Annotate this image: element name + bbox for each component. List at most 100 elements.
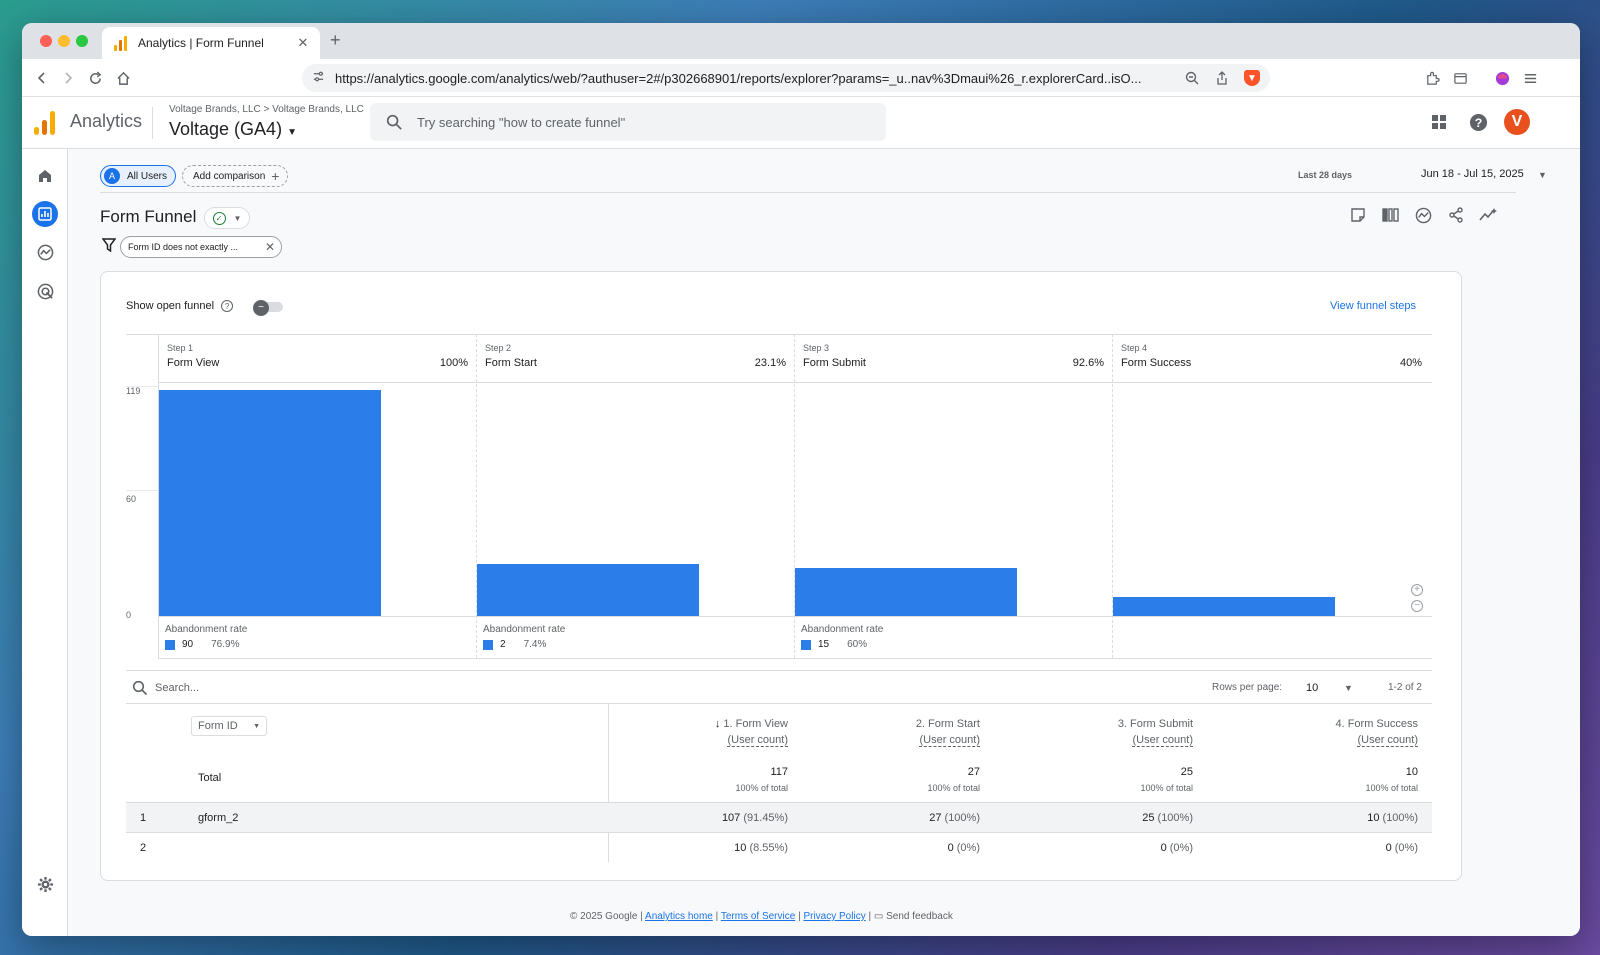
funnel-bar[interactable]	[1113, 596, 1335, 616]
rows-per-page-select[interactable]: 10	[1306, 682, 1319, 694]
metric-total-value: 10	[1405, 766, 1418, 778]
address-bar[interactable]: https://analytics.google.com/analytics/w…	[302, 64, 1270, 92]
table-row[interactable]: 2 10 (8.55%) 0 (0%) 0 (0%) 0 (0%)	[126, 832, 1432, 862]
reload-icon[interactable]	[85, 68, 105, 88]
footer-link-analytics-home[interactable]: Analytics home	[645, 911, 713, 922]
all-users-chip[interactable]: A All Users	[100, 165, 177, 187]
cell-count: 10	[1367, 812, 1380, 824]
abandonment-rate-value: 2 7.4%	[483, 639, 546, 650]
home-nav-icon[interactable]	[32, 163, 58, 189]
zoom-icon[interactable]	[1184, 70, 1200, 86]
metric-total-percent: 100% of total	[1140, 783, 1193, 793]
apps-grid-icon[interactable]	[1428, 111, 1450, 133]
zoom-out-icon[interactable]: −	[1411, 600, 1423, 612]
explore-nav-icon[interactable]	[32, 239, 58, 265]
all-users-badge: A	[104, 168, 120, 184]
table-search-icon	[132, 680, 148, 696]
browser-tab[interactable]: Analytics | Form Funnel ✕	[102, 27, 320, 59]
y-tick-label: 0	[126, 610, 132, 620]
cell-percent: (0%)	[956, 842, 980, 854]
metric-total-value: 25	[1180, 766, 1193, 778]
funnel-step-3: Step 3 Form Submit 92.6% Abandonment rate 15…	[794, 334, 1112, 658]
tab-close-icon[interactable]: ✕	[297, 35, 309, 50]
add-comparison-button[interactable]: Add comparison +	[182, 165, 289, 187]
y-tick-label: 119	[126, 386, 141, 396]
date-caret-down-icon[interactable]: ▼	[1538, 170, 1547, 180]
close-window-button[interactable]	[40, 35, 52, 47]
footer-link-terms[interactable]: Terms of Service	[720, 911, 796, 922]
date-range-picker[interactable]: Jun 18 - Jul 15, 2025	[1421, 168, 1524, 180]
extensions-icon[interactable]	[1422, 68, 1442, 88]
footer-send-feedback[interactable]: Send feedback	[886, 911, 953, 922]
step-percent-label: 100%	[439, 357, 468, 369]
metric-header-1[interactable]: ↓ 1. Form View (User count)	[715, 716, 788, 748]
admin-gear-icon[interactable]	[32, 871, 58, 897]
cell-percent: (0%)	[1394, 842, 1418, 854]
metric-header-4[interactable]: 4. Form Success (User count)	[1335, 716, 1418, 748]
dimension-select[interactable]: Form ID ▼	[191, 716, 267, 736]
footer-link-privacy[interactable]: Privacy Policy	[803, 911, 866, 922]
step-number-label: Step 2	[485, 343, 512, 353]
wallet-icon[interactable]	[1492, 68, 1512, 88]
account-breadcrumb[interactable]: Voltage Brands, LLC > Voltage Brands, LL…	[169, 104, 364, 115]
maximize-window-button[interactable]	[76, 35, 88, 47]
metric-subtitle: (User count)	[919, 734, 980, 747]
zoom-in-icon[interactable]: +	[1411, 584, 1423, 596]
help-circle-icon[interactable]: ?	[221, 300, 234, 312]
minimize-window-button[interactable]	[58, 35, 70, 47]
home-icon[interactable]	[113, 68, 133, 88]
help-icon[interactable]: ?	[1467, 111, 1489, 133]
app-title[interactable]: Analytics	[70, 111, 143, 131]
trend-sparkle-icon[interactable]	[1478, 205, 1498, 225]
show-open-funnel-label: Show open funnel ?	[126, 300, 234, 312]
metric-total-percent: 100% of total	[927, 783, 980, 793]
table-row[interactable]: 1 gform_2 107 (91.45%) 27 (100%) 25 (100%) 10…	[126, 802, 1432, 832]
share-icon[interactable]	[1214, 70, 1230, 86]
forward-icon[interactable]	[58, 68, 78, 88]
funnel-bar[interactable]	[795, 567, 1017, 616]
site-settings-icon[interactable]	[312, 70, 325, 86]
funnel-bar[interactable]	[477, 563, 699, 616]
advertising-nav-icon[interactable]	[32, 278, 58, 304]
step-percent-label: 23.1%	[754, 357, 786, 369]
row-metric-cell: 25 (100%)	[1142, 812, 1193, 824]
property-selector[interactable]: Voltage (GA4) ▼	[169, 119, 297, 140]
share-report-icon[interactable]	[1446, 205, 1466, 225]
rows-caret-down-icon[interactable]: ▼	[1344, 683, 1353, 693]
brave-shield-icon[interactable]: ▼	[1244, 70, 1260, 86]
remove-filter-icon[interactable]: ✕	[264, 240, 275, 254]
open-funnel-toggle[interactable]: −	[253, 300, 283, 316]
row-index: 2	[140, 842, 147, 854]
avatar[interactable]: V	[1504, 109, 1530, 135]
new-tab-icon[interactable]: +	[330, 30, 341, 50]
filter-chip[interactable]: Form ID does not exactly ... ✕	[120, 236, 282, 258]
table-search-input[interactable]: Search...	[155, 682, 200, 694]
abandonment-percent: 7.4%	[523, 639, 547, 650]
analytics-favicon-icon	[114, 35, 130, 51]
caret-down-icon: ▼	[287, 127, 297, 138]
footer-copyright: © 2025 Google |	[570, 911, 643, 922]
view-funnel-steps-link[interactable]: View funnel steps	[1330, 300, 1417, 312]
customize-report-icon[interactable]	[1348, 205, 1368, 225]
insights-icon[interactable]	[1413, 205, 1433, 225]
reports-nav-icon[interactable]	[32, 201, 58, 227]
metric-title: 1. Form View	[723, 718, 788, 730]
metric-header-3[interactable]: 3. Form Submit (User count)	[1118, 716, 1193, 748]
analytics-header: Analytics Voltage Brands, LLC > Voltage …	[22, 97, 1580, 149]
pagination-label: 1-2 of 2	[1388, 682, 1422, 693]
metric-subtitle: (User count)	[1132, 734, 1193, 747]
funnel-bar[interactable]	[159, 389, 381, 616]
reading-list-icon[interactable]	[1450, 68, 1470, 88]
report-status-dropdown[interactable]: ✓ ▼	[204, 207, 250, 229]
menu-icon[interactable]	[1520, 68, 1540, 88]
back-icon[interactable]	[32, 68, 52, 88]
step-name-label: Form Success	[1121, 357, 1192, 369]
search-input[interactable]: Try searching "how to create funnel"	[370, 103, 886, 141]
analytics-logo-icon[interactable]	[34, 111, 58, 135]
metric-total-percent: 100% of total	[1365, 783, 1418, 793]
compare-columns-icon[interactable]	[1380, 205, 1400, 225]
metric-header-2[interactable]: 2. Form Start (User count)	[916, 716, 980, 748]
step-name-label: Form Submit	[803, 357, 866, 369]
row-metric-cell: 10 (8.55%)	[734, 842, 788, 854]
y-tick-label: 60	[126, 494, 137, 505]
